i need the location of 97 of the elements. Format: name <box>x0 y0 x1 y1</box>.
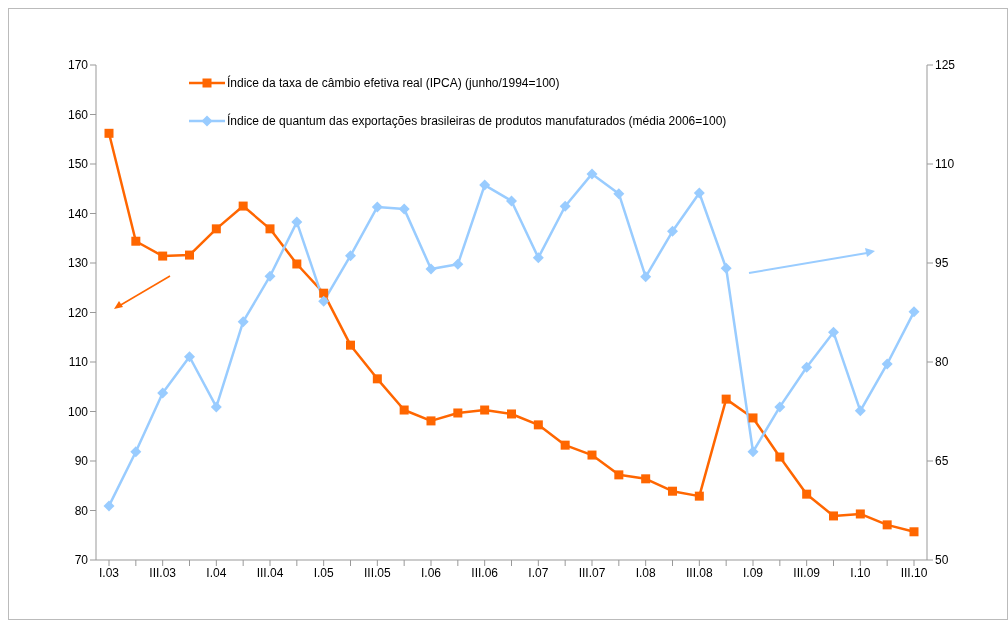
y2-tick-label: 50 <box>935 553 949 568</box>
point <box>614 470 624 480</box>
point <box>184 351 195 363</box>
point <box>264 270 276 282</box>
point <box>157 387 169 399</box>
y2-tick-label: 110 <box>935 157 955 172</box>
point <box>291 216 303 228</box>
x-tick-label: III.09 <box>793 565 821 580</box>
point <box>345 250 356 262</box>
y-tick-label: 80 <box>74 503 89 518</box>
y-tick-label: 160 <box>67 107 89 122</box>
x-tick-label: III.08 <box>685 565 713 580</box>
y-tick-label: 90 <box>74 454 89 469</box>
point <box>774 401 786 413</box>
point <box>265 224 275 234</box>
x-tick-label: III.10 <box>900 565 928 580</box>
point <box>801 361 813 373</box>
y-tick-label: 170 <box>67 58 89 73</box>
y2-tick-label: 125 <box>935 58 956 73</box>
point <box>559 200 571 212</box>
x-tick-label: I.03 <box>98 565 120 580</box>
point <box>775 452 785 462</box>
y2-tick-label: 80 <box>935 355 949 370</box>
point <box>802 489 812 499</box>
point <box>586 168 598 180</box>
point <box>453 408 463 418</box>
point <box>506 195 517 207</box>
point <box>587 450 597 460</box>
legend-label: Índice de quantum das exportações brasileiras de produtos manufaturados (média 2006=100) <box>227 114 727 128</box>
point <box>211 224 221 234</box>
y2-tick-label: 65 <box>935 454 949 469</box>
x-tick-label: I.07 <box>528 565 549 580</box>
point <box>480 405 490 415</box>
point <box>372 374 382 384</box>
point <box>881 358 893 370</box>
point <box>668 486 677 496</box>
point <box>909 527 919 537</box>
x-tick-label: III.04 <box>256 565 284 580</box>
x-tick-label: III.07 <box>578 565 606 580</box>
point <box>103 500 115 512</box>
point <box>908 306 920 318</box>
x-tick-label: III.03 <box>149 565 177 580</box>
point <box>855 509 865 519</box>
point <box>318 295 330 307</box>
x-tick-label: I.10 <box>850 565 871 580</box>
point <box>425 263 437 275</box>
point <box>104 128 114 138</box>
y2-tick-label: 95 <box>935 256 949 271</box>
x-tick-label: I.06 <box>420 565 442 580</box>
point <box>667 225 678 237</box>
y-tick-label: 140 <box>67 206 89 221</box>
point <box>854 405 866 417</box>
point <box>828 326 839 338</box>
point <box>479 179 491 191</box>
point <box>640 271 652 283</box>
y-tick-label: 120 <box>67 305 89 320</box>
point <box>158 251 168 261</box>
y-tick-label: 150 <box>67 157 89 172</box>
point <box>319 288 329 298</box>
legend-label: Índice da taxa de câmbio efetiva real (IPCA) (junho/1994=100) <box>227 76 560 90</box>
point <box>613 188 625 200</box>
point <box>560 440 570 450</box>
x-tick-label: I.08 <box>635 565 656 580</box>
point <box>130 446 142 458</box>
x-tick-label: I.04 <box>206 565 227 580</box>
point <box>533 420 543 430</box>
point <box>210 401 222 413</box>
point <box>720 262 732 274</box>
point <box>882 520 892 530</box>
point <box>237 316 249 328</box>
y-tick-label: 70 <box>74 553 89 568</box>
x-tick-label: I.05 <box>313 565 334 580</box>
point <box>641 474 651 484</box>
point <box>748 413 758 423</box>
point <box>399 405 409 415</box>
y-tick-label: 130 <box>67 256 89 271</box>
point <box>721 394 731 404</box>
x-tick-label: III.06 <box>471 565 499 580</box>
point <box>371 201 383 213</box>
y-tick-label: 100 <box>67 404 89 419</box>
point <box>747 446 759 458</box>
point <box>507 409 516 419</box>
y-tick-label: 110 <box>68 355 89 370</box>
point <box>346 340 355 350</box>
point <box>185 250 194 260</box>
point <box>829 511 838 521</box>
point <box>693 187 705 199</box>
point <box>452 258 464 270</box>
point <box>532 252 544 264</box>
x-tick-label: III.05 <box>363 565 391 580</box>
point <box>694 491 704 501</box>
point <box>292 259 302 269</box>
point <box>131 236 141 246</box>
point <box>426 416 436 426</box>
point <box>238 201 248 211</box>
point <box>398 203 410 215</box>
x-tick-label: I.09 <box>742 565 764 580</box>
